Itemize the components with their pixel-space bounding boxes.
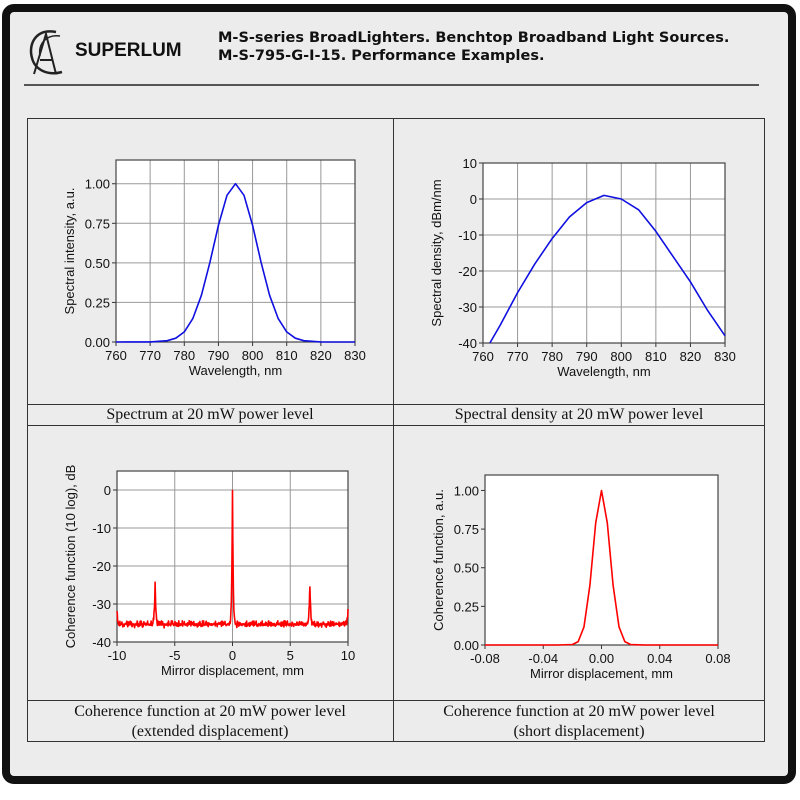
y-tick-label: 0.75 xyxy=(85,216,110,231)
x-tick-label: 810 xyxy=(276,348,298,363)
x-tick-label: 10 xyxy=(341,648,355,663)
page-frame xyxy=(2,4,796,784)
header-divider xyxy=(24,84,759,86)
superlum-logo xyxy=(29,30,63,75)
x-tick-label: 830 xyxy=(714,349,736,364)
x-tick-label: 0.04 xyxy=(647,651,672,666)
x-tick-label: 830 xyxy=(344,348,366,363)
y-tick-label: -40 xyxy=(92,635,111,650)
plot-border xyxy=(115,159,356,343)
caption-line: (short displacement) xyxy=(513,723,645,740)
x-tick-label: 760 xyxy=(105,348,127,363)
y-axis-label: Coherence function (10 log), dB xyxy=(63,465,78,649)
x-tick-label: 0.08 xyxy=(705,651,730,666)
x-tick-label: -0.04 xyxy=(528,651,558,666)
y-tick-label: 10 xyxy=(463,156,477,171)
caption-spectrum: Spectrum at 20 mW power level xyxy=(106,406,314,423)
data-series-line xyxy=(116,489,349,629)
y-axis-label: Coherence function, a.u. xyxy=(431,489,446,631)
table-divider-vertical xyxy=(393,118,394,742)
page-title: M-S-series BroadLighters. Benchtop Broad… xyxy=(218,29,729,65)
y-tick-label: -20 xyxy=(458,264,477,279)
x-tick-label: -5 xyxy=(169,648,181,663)
x-tick-label: 0 xyxy=(229,648,236,663)
caption-coherence-short: Coherence function at 20 mW power level … xyxy=(393,702,765,742)
x-axis-label: Wavelength, nm xyxy=(557,364,650,379)
x-tick-label: 800 xyxy=(610,349,632,364)
y-tick-label: -30 xyxy=(458,300,477,315)
figure-table xyxy=(27,118,765,742)
x-tick-label: 820 xyxy=(680,349,702,364)
plot-area xyxy=(483,163,725,343)
plot-border xyxy=(116,470,349,643)
y-tick-label: 0 xyxy=(470,192,477,207)
x-tick-label: 5 xyxy=(287,648,294,663)
y-tick-label: 0.50 xyxy=(454,561,479,576)
y-tick-label: -10 xyxy=(458,228,477,243)
y-tick-label: 0.75 xyxy=(454,522,479,537)
x-tick-label: 770 xyxy=(139,348,161,363)
x-tick-label: 800 xyxy=(242,348,264,363)
x-tick-label: 0.00 xyxy=(589,651,614,666)
data-series-line xyxy=(489,194,726,344)
x-tick-label: -10 xyxy=(108,648,127,663)
plot-area xyxy=(116,160,355,342)
y-tick-label: 1.00 xyxy=(454,483,479,498)
y-tick-label: -20 xyxy=(92,559,111,574)
y-axis-label: Spectral density, dBm/nm xyxy=(429,179,444,326)
y-tick-label: 0 xyxy=(104,483,111,498)
y-axis-label: Spectral intensity, a.u. xyxy=(62,188,77,315)
brand-name: SUPERLUM xyxy=(75,40,182,61)
table-divider xyxy=(27,425,765,426)
y-tick-label: -40 xyxy=(458,336,477,351)
x-axis-label: Mirror displacement, mm xyxy=(161,663,304,678)
x-tick-label: -0.08 xyxy=(470,651,500,666)
data-series-line xyxy=(485,489,718,646)
caption-line: Coherence function at 20 mW power level xyxy=(74,703,346,720)
plot-border xyxy=(484,474,719,646)
y-tick-label: 0.00 xyxy=(454,638,479,653)
data-series-line xyxy=(115,182,356,343)
x-tick-label: 790 xyxy=(208,348,230,363)
x-tick-label: 770 xyxy=(507,349,529,364)
y-tick-label: 1.00 xyxy=(85,177,110,192)
plot-area xyxy=(485,475,718,645)
caption-line: Coherence function at 20 mW power level xyxy=(443,703,715,720)
title-line-1: M-S-series BroadLighters. Benchtop Broad… xyxy=(218,30,730,46)
y-tick-label: 0.25 xyxy=(85,295,110,310)
x-tick-label: 810 xyxy=(645,349,667,364)
caption-line: (extended displacement) xyxy=(131,723,289,740)
x-tick-label: 820 xyxy=(310,348,332,363)
y-tick-label: -30 xyxy=(92,597,111,612)
plot-border xyxy=(482,162,726,344)
y-tick-label: 0.00 xyxy=(85,335,110,350)
caption-coherence-extended: Coherence function at 20 mW power level … xyxy=(27,702,393,742)
x-tick-label: 790 xyxy=(576,349,598,364)
title-line-2: M-S-795-G-I-15. Performance Examples. xyxy=(218,48,545,64)
x-axis-label: Wavelength, nm xyxy=(189,363,282,378)
x-tick-label: 780 xyxy=(541,349,563,364)
table-divider xyxy=(27,404,765,405)
caption-spectral-density: Spectral density at 20 mW power level xyxy=(454,406,704,423)
x-tick-label: 760 xyxy=(472,349,494,364)
y-tick-label: 0.50 xyxy=(85,256,110,271)
x-tick-label: 780 xyxy=(173,348,195,363)
x-axis-label: Mirror displacement, mm xyxy=(530,666,673,681)
table-divider xyxy=(27,700,765,701)
y-tick-label: 0.25 xyxy=(454,599,479,614)
y-tick-label: -10 xyxy=(92,521,111,536)
